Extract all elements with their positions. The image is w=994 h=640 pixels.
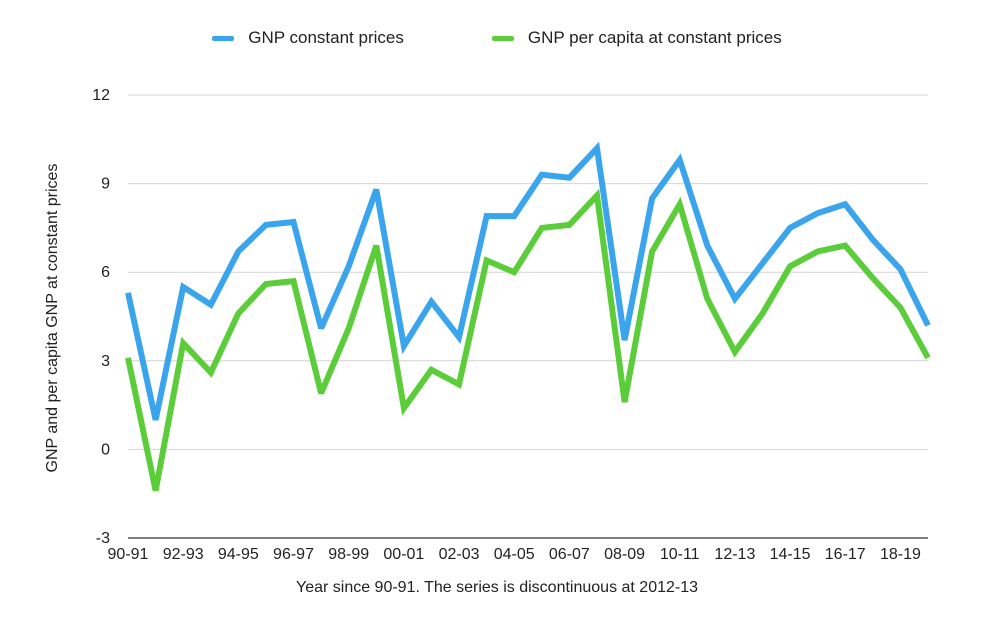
- y-tick-label: 3: [101, 353, 110, 370]
- x-tick-label: 16-17: [825, 546, 866, 563]
- x-tick-label: 10-11: [660, 546, 700, 563]
- y-tick-label: 6: [101, 264, 110, 281]
- x-tick-label: 18-19: [880, 546, 921, 563]
- x-axis-label: Year since 90-91. The series is disconti…: [295, 579, 699, 596]
- series-lines: [125, 141, 931, 492]
- legend-swatch-gnp-per-capita: [491, 35, 514, 41]
- legend-swatch-gnp: [212, 35, 235, 41]
- y-axis-label: GNP and per capita GNP at constant price…: [44, 163, 61, 473]
- legend-label-gnp: GNP constant prices: [248, 28, 404, 47]
- x-tick-label: 94-95: [218, 546, 259, 563]
- y-tick-label: 9: [101, 176, 110, 193]
- legend-item-gnp-per-capita: GNP per capita at constant prices: [491, 28, 782, 48]
- legend-label-gnp-per-capita: GNP per capita at constant prices: [527, 28, 782, 47]
- x-tick-label: 98-99: [328, 546, 369, 563]
- x-tick-label: 12-13: [714, 546, 755, 563]
- x-tick-label: 04-05: [494, 546, 535, 563]
- y-tick-labels: -3 0 3 6 9 12: [92, 87, 110, 547]
- y-tick-label: 12: [92, 87, 110, 104]
- series-line-gnp: [125, 141, 931, 421]
- legend-item-gnp: GNP constant prices: [212, 28, 404, 48]
- series-line-gnp-per-capita: [125, 188, 931, 492]
- gridlines: [128, 94, 928, 539]
- x-tick-label: 14-15: [770, 546, 811, 563]
- x-tick-label: 00-01: [383, 546, 424, 563]
- x-tick-label: 92-93: [163, 546, 204, 563]
- legend: GNP constant prices GNP per capita at co…: [0, 28, 994, 48]
- x-tick-label: 02-03: [439, 546, 480, 563]
- y-tick-label: -3: [96, 530, 110, 547]
- y-tick-label: 0: [101, 441, 110, 458]
- x-tick-label: 08-09: [604, 546, 645, 563]
- x-tick-label: 96-97: [273, 546, 314, 563]
- x-tick-label: 06-07: [549, 546, 590, 563]
- x-tick-labels: 90-91 92-93 94-95 96-97 98-99 00-01 02-03 04-05…: [108, 546, 921, 563]
- x-tick-label: 90-91: [108, 546, 149, 563]
